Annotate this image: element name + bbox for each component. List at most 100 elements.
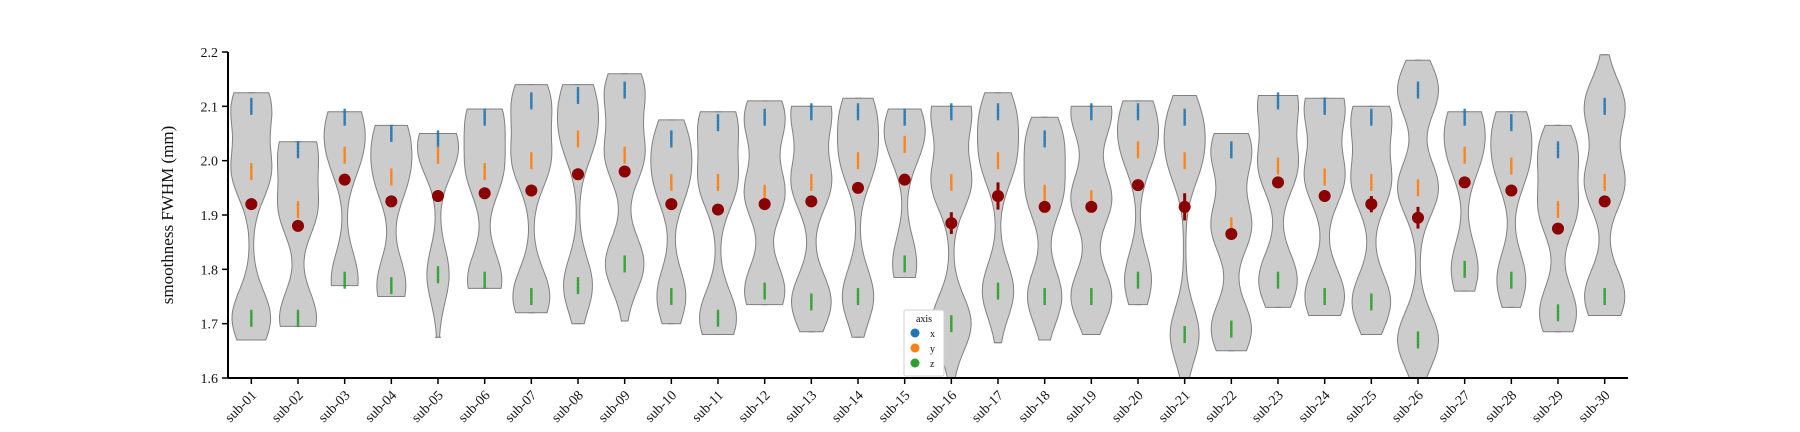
point-y-sub-08 [576,143,580,148]
violin-sub-15 [883,108,926,278]
mean-marker-sub-05 [432,189,444,202]
point-z-sub-18 [1043,294,1046,299]
point-x-sub-20 [1136,113,1140,118]
point-z-sub-12 [763,285,766,290]
point-x-sub-23 [1276,102,1280,107]
point-x-sub-23 [1276,105,1280,110]
mean-marker-sub-01 [245,198,258,211]
point-y-sub-13 [810,180,813,185]
point-z-sub-23 [1276,274,1280,279]
point-x-sub-04 [390,124,393,129]
point-x-sub-22 [1230,144,1233,149]
point-x-sub-29 [1556,154,1560,159]
point-x-sub-13 [810,113,813,118]
mean-marker-sub-15 [898,173,911,186]
point-z-sub-19 [1090,294,1093,299]
point-y-sub-21 [1183,161,1186,166]
point-z-sub-01 [250,322,253,327]
point-y-sub-13 [810,177,813,182]
point-x-sub-25 [1370,118,1373,123]
point-x-sub-18 [1043,143,1046,148]
point-z-sub-04 [390,280,393,285]
mean-marker-sub-24 [1318,189,1331,202]
point-x-sub-14 [856,106,860,111]
point-z-sub-26 [1416,337,1420,342]
point-x-sub-01 [250,107,253,112]
point-z-sub-08 [576,280,580,285]
mean-marker-sub-26 [1412,211,1424,224]
point-y-sub-10 [670,180,673,185]
point-y-sub-11 [716,183,720,188]
point-y-sub-14 [856,152,860,157]
point-x-sub-06 [483,111,486,116]
point-x-sub-11 [716,127,720,132]
point-x-sub-18 [1043,133,1046,138]
violin-sub-28 [1490,111,1533,308]
point-x-sub-07 [530,105,533,110]
point-z-sub-29 [1556,317,1560,322]
mean-marker-sub-20 [1132,179,1144,192]
point-y-sub-30 [1603,183,1606,188]
point-z-sub-24 [1323,287,1326,292]
point-y-sub-19 [1090,196,1093,201]
point-z-sub-24 [1323,297,1326,302]
point-y-sub-06 [483,166,486,171]
point-z-sub-10 [670,287,673,292]
point-y-sub-27 [1463,149,1466,154]
point-x-sub-30 [1603,101,1606,106]
point-y-sub-29 [1556,207,1560,212]
point-z-sub-20 [1136,278,1140,283]
point-z-sub-14 [856,287,860,292]
point-y-sub-14 [856,155,860,160]
point-z-sub-25 [1370,296,1373,301]
point-y-sub-23 [1276,164,1280,169]
point-z-sub-25 [1370,293,1373,298]
point-y-sub-06 [483,163,486,168]
point-y-sub-03 [343,153,346,158]
point-x-sub-14 [856,113,860,118]
point-x-sub-18 [1043,140,1046,145]
point-z-sub-28 [1510,274,1513,279]
point-z-sub-08 [576,286,580,291]
point-x-sub-11 [716,117,720,122]
mean-marker-sub-17 [992,189,1004,202]
point-z-sub-05 [436,276,440,281]
point-y-sub-02 [296,207,300,212]
point-y-sub-10 [670,183,673,188]
means-layer [245,165,1611,241]
point-y-sub-15 [903,139,906,144]
point-z-sub-17 [996,292,1000,297]
point-y-sub-16 [950,177,953,182]
point-z-sub-12 [763,282,766,287]
point-y-sub-25 [1370,183,1373,188]
mean-marker-sub-22 [1225,228,1238,241]
point-x-sub-15 [903,111,906,116]
point-x-sub-03 [343,118,346,123]
point-y-sub-18 [1043,184,1046,189]
point-z-sub-15 [903,261,906,266]
point-y-sub-01 [250,172,253,177]
point-x-sub-20 [1136,106,1140,111]
point-z-sub-23 [1276,281,1280,286]
point-x-sub-27 [1463,115,1466,120]
point-y-sub-15 [903,135,906,140]
point-z-sub-21 [1183,339,1186,344]
point-x-sub-19 [1090,103,1093,108]
point-z-sub-20 [1136,271,1140,276]
point-x-sub-04 [390,138,393,143]
point-y-sub-23 [1276,160,1280,165]
point-y-sub-01 [250,163,253,168]
point-y-sub-16 [950,186,953,191]
point-x-sub-22 [1230,141,1233,146]
point-z-sub-05 [436,266,440,271]
violin-sub-18 [1023,116,1066,341]
x-tick-label-sub-29: sub-29 [1529,388,1567,426]
violin-sub-10 [650,119,693,325]
point-z-sub-19 [1090,297,1093,302]
point-x-sub-05 [436,130,440,135]
point-x-sub-28 [1510,120,1513,125]
mean-marker-sub-02 [292,219,304,232]
point-z-sub-01 [250,309,253,314]
violin-sub-07 [510,84,553,314]
point-z-sub-27 [1463,260,1466,265]
